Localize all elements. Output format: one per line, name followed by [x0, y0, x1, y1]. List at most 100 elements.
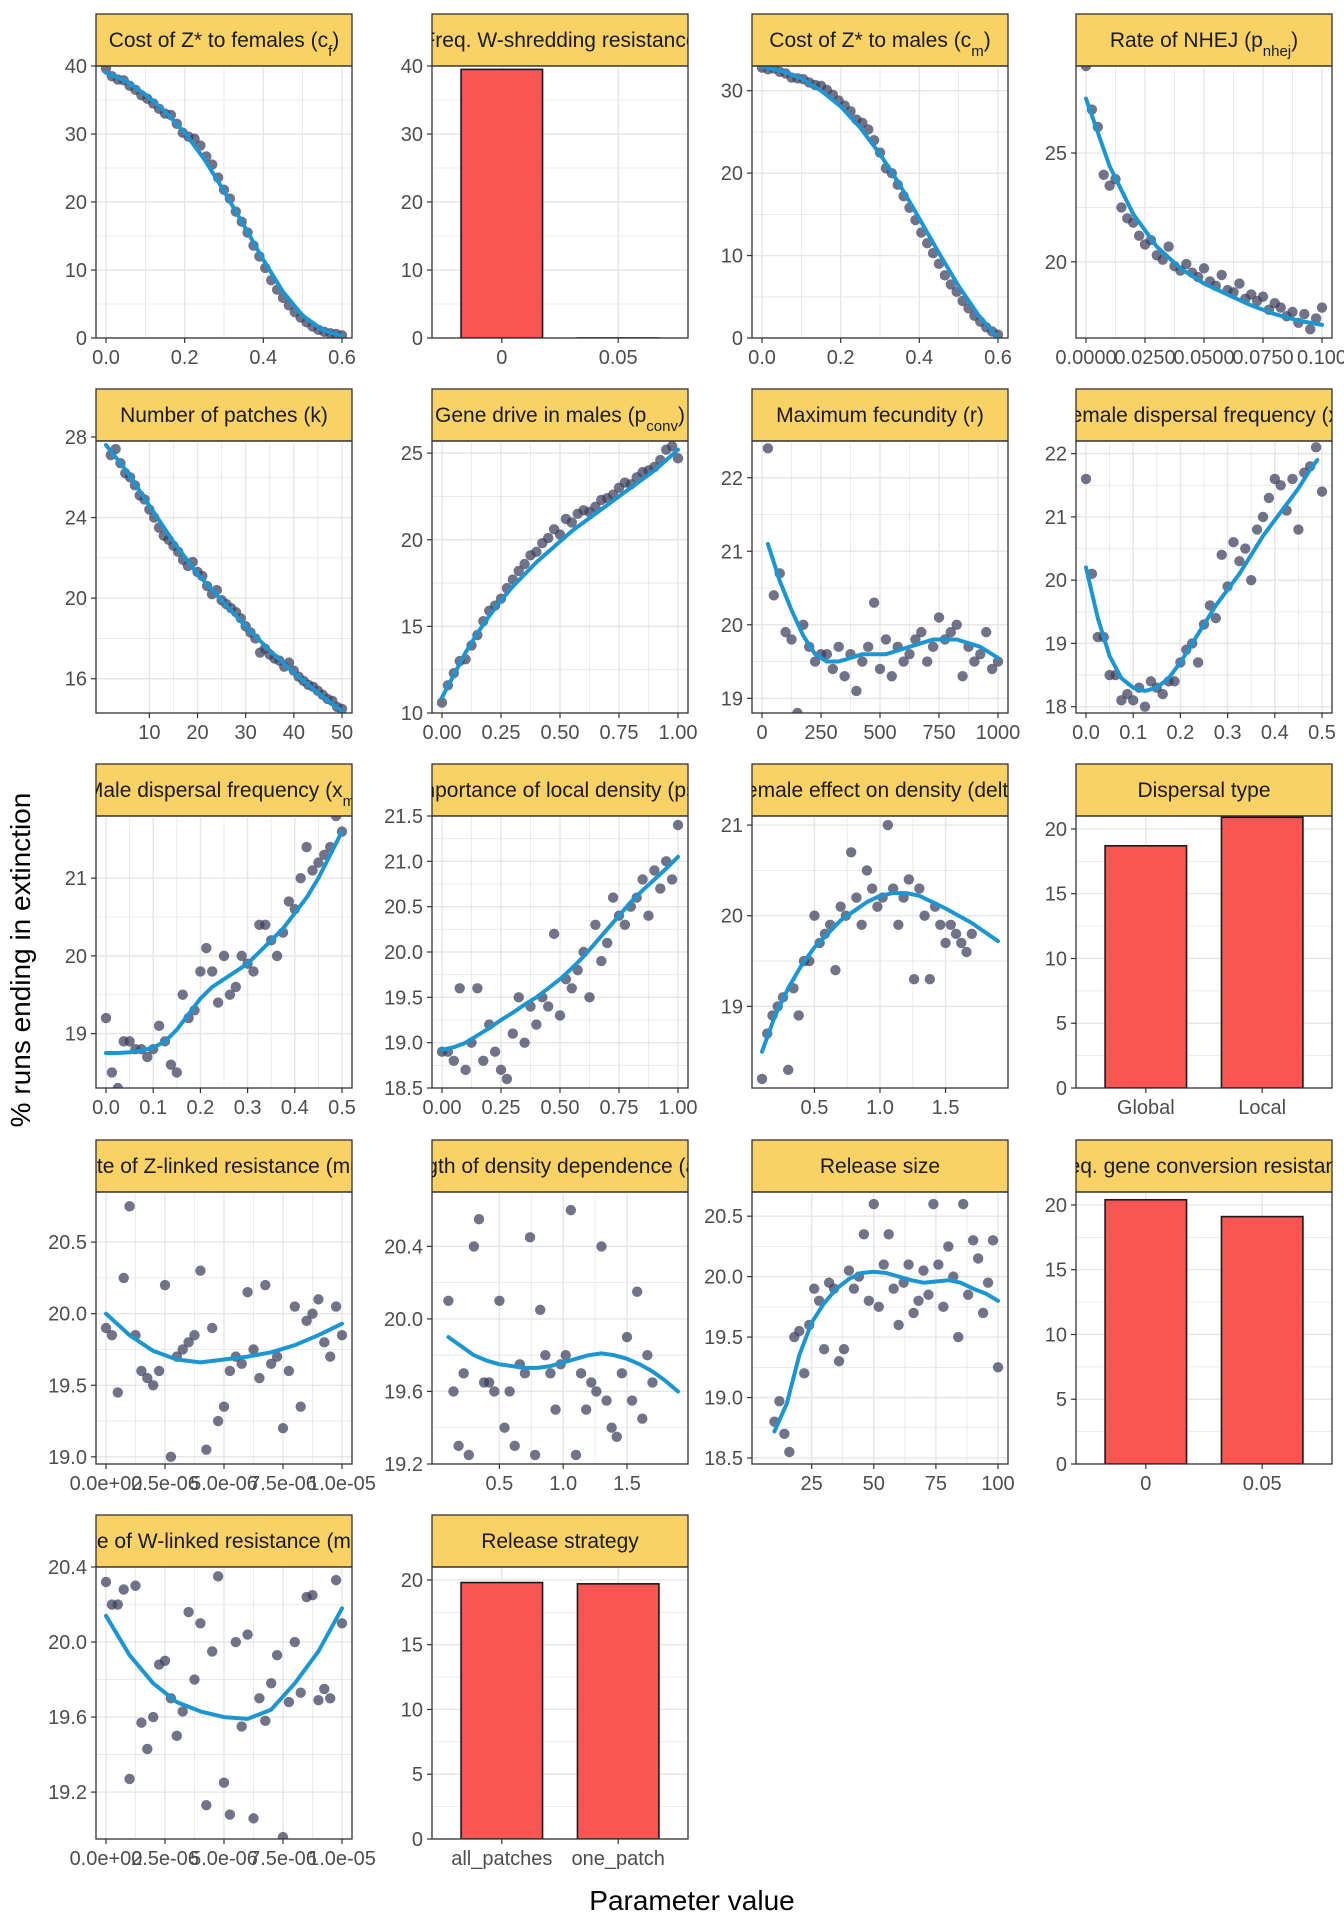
- y-tick-label: 22: [721, 468, 743, 490]
- x-tick-label: 7.5e-06: [249, 1848, 317, 1870]
- x-tick-label: 2.5e-06: [131, 1473, 199, 1495]
- data-point: [913, 1295, 924, 1307]
- data-point: [1299, 308, 1310, 320]
- y-tick-label: 0: [1056, 1454, 1067, 1476]
- y-tick-label: 10: [65, 260, 87, 282]
- data-point: [1316, 486, 1328, 497]
- smooth-line: [760, 891, 1000, 1054]
- panel-strip: [751, 388, 1009, 442]
- data-point: [873, 1301, 884, 1313]
- data-point: [489, 1386, 500, 1397]
- data-point: [922, 656, 933, 667]
- x-tick-label: 1.5: [613, 1473, 641, 1495]
- y-tick-label: 20: [721, 906, 743, 928]
- y-tick-label: 19.0: [704, 1388, 743, 1410]
- data-point: [148, 1711, 159, 1723]
- data-point: [313, 1294, 324, 1305]
- data-point: [566, 983, 577, 994]
- data-point: [1169, 676, 1180, 687]
- data-point: [866, 883, 878, 894]
- data-point: [1157, 688, 1168, 700]
- data-point: [851, 685, 862, 697]
- data-point: [266, 1678, 277, 1689]
- x-tick-label: 0.25: [482, 722, 521, 744]
- panel-title: Release size: [820, 1155, 940, 1178]
- data-point: [529, 1449, 541, 1461]
- plot-area: [752, 441, 1008, 713]
- data-point: [336, 1618, 348, 1629]
- data-point: [888, 1283, 899, 1294]
- data-point: [1293, 524, 1304, 535]
- data-point: [868, 1198, 879, 1210]
- data-point: [448, 1386, 459, 1397]
- data-point: [295, 1687, 306, 1698]
- panel-strip: [95, 1514, 353, 1568]
- x-tick-label: 250: [804, 722, 837, 744]
- x-tick-label: all_patches: [451, 1848, 552, 1870]
- panel-border: [751, 1191, 1009, 1465]
- data-point: [543, 532, 554, 544]
- smooth-line: [772, 1269, 1000, 1434]
- data-point: [809, 656, 821, 667]
- data-point: [602, 937, 613, 949]
- data-point: [951, 619, 962, 630]
- panel-strip: [95, 1139, 353, 1193]
- x-tick-label: 0.2: [827, 347, 855, 369]
- data-point: [966, 928, 977, 940]
- panel-border: [431, 440, 689, 714]
- data-point: [878, 1259, 889, 1270]
- data-point: [271, 1351, 283, 1362]
- data-point: [230, 1636, 241, 1648]
- data-point: [649, 865, 660, 876]
- panel-strip: [1075, 388, 1333, 442]
- x-tick-label: 40: [283, 722, 305, 744]
- x-tick-label: 1.0e-05: [308, 1473, 376, 1495]
- panel-border: [1075, 815, 1333, 1089]
- x-tick-label: 0.3: [234, 1097, 262, 1119]
- y-tick-label: 19.0: [48, 1447, 87, 1469]
- x-tick-label: 10: [138, 722, 160, 744]
- y-tick-label: 19.6: [48, 1707, 87, 1729]
- data-point: [975, 648, 986, 660]
- data-point: [903, 1259, 914, 1270]
- data-point: [330, 1301, 342, 1312]
- y-tick-label: 20: [65, 192, 87, 214]
- data-point: [554, 1010, 566, 1021]
- data-point: [224, 1809, 236, 1820]
- panel-title: Freq. gene conversion resistance: [1049, 1155, 1344, 1178]
- strip-title-group: Dispersal type: [1137, 779, 1270, 802]
- data-point: [992, 656, 1004, 667]
- data-point: [818, 1343, 830, 1355]
- x-tick-label: Local: [1238, 1097, 1286, 1119]
- x-tick-label: 0.0: [1072, 722, 1100, 744]
- chart-panel: Freq. W-shredding resistance 0 0.05 0 10 20 30…: [401, 13, 689, 369]
- data-point: [325, 1351, 336, 1362]
- y-tick-label: 19: [721, 688, 743, 710]
- plot-area: [1076, 816, 1332, 1088]
- y-tick-label: 19.6: [384, 1381, 423, 1403]
- plot-area: [96, 816, 352, 1088]
- y-tick-label: 19.5: [48, 1375, 87, 1397]
- panel-border: [1075, 1191, 1333, 1465]
- chart-panel: Cost of Z* to females (cf)0.0 0.2 0.4 0.601…: [65, 13, 356, 369]
- y-tick-label: 18: [1045, 697, 1067, 719]
- data-point: [201, 942, 212, 954]
- data-point: [195, 966, 206, 977]
- strip-title-group: Release size: [820, 1155, 940, 1178]
- x-tick-label: 0.5: [328, 1097, 356, 1119]
- data-point: [142, 1051, 153, 1063]
- smooth-line: [104, 829, 344, 1055]
- y-tick-label: 20.5: [704, 1206, 743, 1228]
- x-tick-label: 0.0e+00: [70, 1473, 143, 1495]
- data-point: [307, 1589, 318, 1601]
- x-tick-label: 25: [801, 1473, 823, 1495]
- data-point: [863, 1295, 875, 1307]
- data-point: [195, 1265, 206, 1276]
- data-point: [189, 1329, 200, 1341]
- panel-border: [431, 65, 689, 339]
- data-point: [260, 1279, 271, 1291]
- data-point: [277, 1831, 289, 1839]
- data-point: [1287, 473, 1298, 485]
- y-tick-label: 20.0: [48, 1304, 87, 1326]
- panel-strip: [751, 763, 1009, 817]
